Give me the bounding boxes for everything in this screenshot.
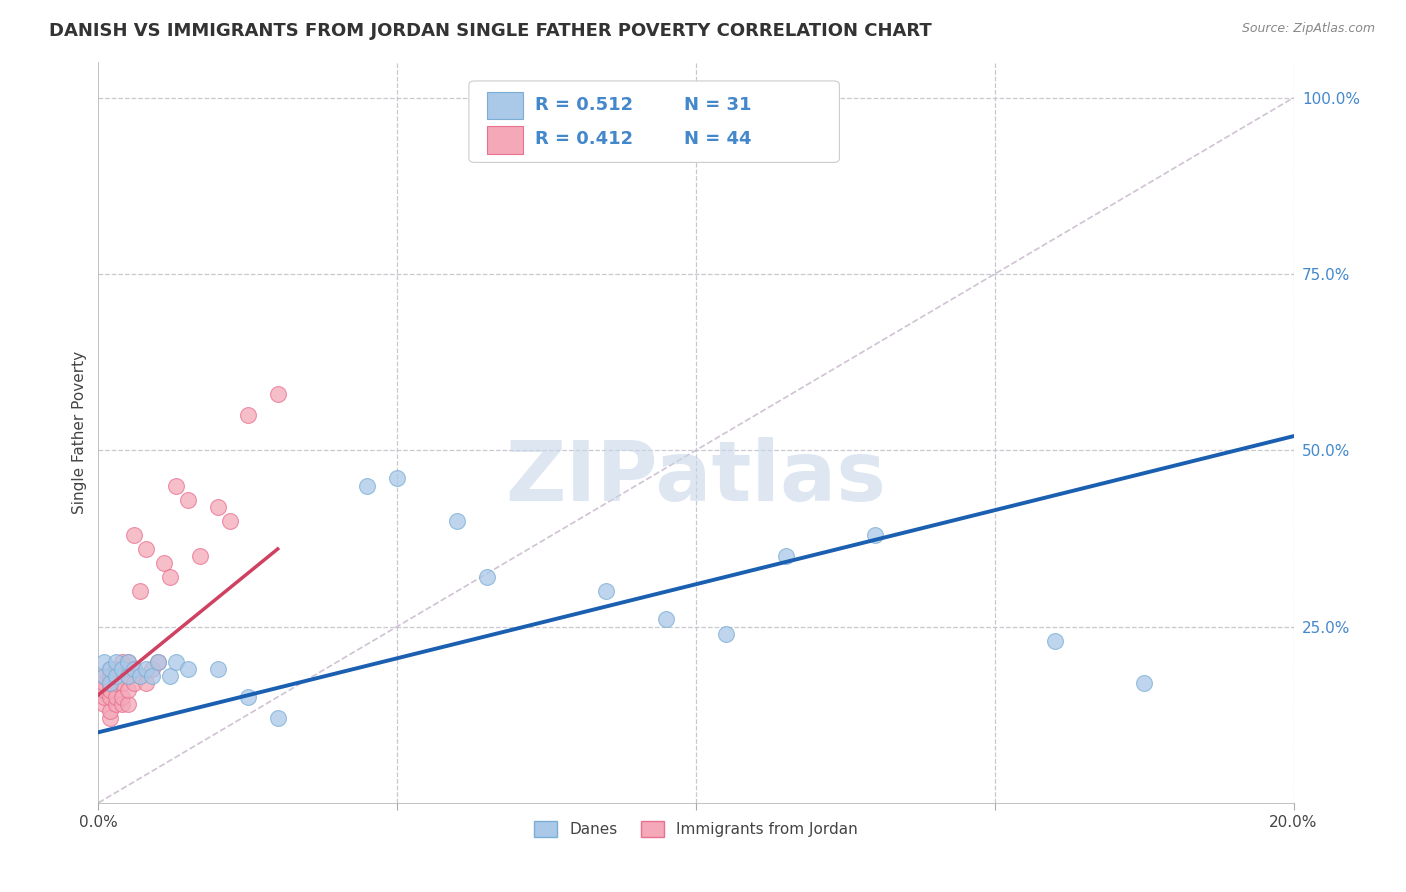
Point <box>714 626 737 640</box>
Text: R = 0.412: R = 0.412 <box>534 129 633 148</box>
Legend: Danes, Immigrants from Jordan: Danes, Immigrants from Jordan <box>529 815 863 843</box>
Point <box>124 676 146 690</box>
Point <box>93 669 115 683</box>
Point <box>475 570 498 584</box>
Point <box>105 690 128 704</box>
Point <box>124 528 146 542</box>
Point <box>135 541 157 556</box>
Point <box>124 662 146 676</box>
Point <box>105 655 128 669</box>
Point <box>188 549 211 563</box>
Text: DANISH VS IMMIGRANTS FROM JORDAN SINGLE FATHER POVERTY CORRELATION CHART: DANISH VS IMMIGRANTS FROM JORDAN SINGLE … <box>49 22 932 40</box>
Point <box>129 669 152 683</box>
Point <box>98 676 122 690</box>
Point <box>135 662 157 676</box>
Point <box>267 711 290 725</box>
Y-axis label: Single Father Poverty: Single Father Poverty <box>72 351 87 514</box>
Point <box>236 690 259 704</box>
Point <box>129 584 152 599</box>
Point <box>117 655 139 669</box>
FancyBboxPatch shape <box>470 81 839 162</box>
Point <box>105 676 128 690</box>
Point <box>775 549 797 563</box>
Point <box>105 669 128 683</box>
Point <box>148 655 170 669</box>
Point <box>177 662 200 676</box>
Point <box>177 492 200 507</box>
Text: N = 44: N = 44 <box>685 129 752 148</box>
Bar <box>486 92 523 120</box>
Point <box>98 711 122 725</box>
Text: Source: ZipAtlas.com: Source: ZipAtlas.com <box>1241 22 1375 36</box>
Point <box>117 669 139 683</box>
Point <box>1133 676 1156 690</box>
Point <box>385 471 409 485</box>
Point <box>105 662 128 676</box>
Point <box>117 669 139 683</box>
Point <box>93 683 115 698</box>
Point <box>98 662 122 676</box>
Bar <box>486 126 523 153</box>
Text: N = 31: N = 31 <box>685 95 752 113</box>
Point <box>165 655 187 669</box>
Point <box>165 478 187 492</box>
Point <box>159 570 181 584</box>
Point <box>129 669 152 683</box>
Point <box>98 676 122 690</box>
Point <box>111 690 134 704</box>
Point <box>93 655 115 669</box>
Point <box>117 697 139 711</box>
Point <box>98 662 122 676</box>
Point <box>98 704 122 718</box>
Point <box>141 662 163 676</box>
Point <box>117 683 139 698</box>
Text: R = 0.512: R = 0.512 <box>534 95 633 113</box>
Point <box>111 676 134 690</box>
Point <box>111 662 134 676</box>
Point <box>207 500 229 514</box>
Point <box>1043 633 1066 648</box>
Point <box>153 556 176 570</box>
Point <box>105 669 128 683</box>
Point <box>141 669 163 683</box>
Point <box>595 584 617 599</box>
Point <box>117 655 139 669</box>
Point <box>267 387 290 401</box>
Point <box>148 655 170 669</box>
Point <box>105 697 128 711</box>
Point <box>93 676 115 690</box>
Point <box>124 662 146 676</box>
Point <box>219 514 242 528</box>
Point <box>98 690 122 704</box>
Point <box>111 697 134 711</box>
Point <box>98 669 122 683</box>
Point <box>111 655 134 669</box>
Point <box>159 669 181 683</box>
Point <box>93 669 115 683</box>
Point <box>111 662 134 676</box>
Point <box>207 662 229 676</box>
Point <box>93 690 115 704</box>
Point <box>98 683 122 698</box>
Point <box>865 528 887 542</box>
Point <box>236 408 259 422</box>
Text: ZIPatlas: ZIPatlas <box>506 436 886 517</box>
Point <box>356 478 378 492</box>
Point <box>655 612 678 626</box>
Point <box>446 514 468 528</box>
Point <box>135 676 157 690</box>
Point <box>93 697 115 711</box>
